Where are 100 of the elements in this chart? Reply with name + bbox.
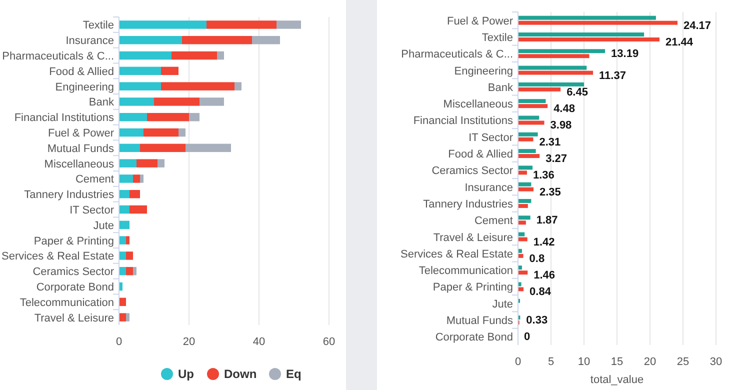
bar — [119, 205, 130, 214]
bar — [119, 298, 126, 306]
bar — [518, 54, 590, 58]
y-tick-label: Cement — [75, 174, 114, 186]
bar — [144, 128, 178, 137]
y-tick-label: Food & Allied — [49, 66, 114, 78]
bar — [119, 252, 126, 260]
x-tick-label: 5 — [548, 356, 554, 368]
y-tick-label: Tannery Industries — [423, 198, 514, 210]
data-label: 11.37 — [599, 70, 626, 82]
y-tick-label: Food & Allied — [448, 148, 513, 161]
bar — [182, 36, 252, 44]
bar — [518, 166, 533, 170]
y-tick-label: Pharmaceuticals & C... — [2, 50, 114, 62]
y-tick-label: Miscellaneous — [44, 158, 114, 170]
bar — [119, 220, 130, 230]
y-tick-label: Telecommunication — [418, 265, 513, 278]
bar — [130, 190, 140, 198]
data-label: 4.48 — [554, 103, 575, 116]
bar — [147, 112, 189, 122]
bar — [119, 112, 147, 122]
bar — [518, 204, 528, 208]
bar — [140, 174, 144, 183]
data-label: 24.17 — [684, 20, 712, 32]
bar — [518, 66, 587, 70]
x-tick-label: 0 — [116, 336, 122, 348]
bar — [130, 205, 147, 214]
data-label: 0.33 — [526, 314, 548, 327]
data-label: 21.44 — [666, 36, 694, 48]
bar — [178, 128, 186, 137]
bar — [518, 282, 522, 286]
y-tick-label: Fuel & Power — [446, 15, 514, 28]
bar — [518, 254, 524, 258]
bar — [119, 82, 161, 90]
bar — [518, 137, 534, 142]
bar — [119, 128, 144, 137]
bar — [518, 170, 527, 175]
y-tick-label: Tannery Industries — [24, 189, 114, 202]
y-tick-label: Engineering — [55, 81, 114, 94]
bar — [126, 236, 130, 244]
legend-label: Up — [178, 367, 194, 381]
y-tick-label: Bank — [488, 82, 514, 94]
bar — [518, 182, 532, 186]
bar — [276, 20, 301, 29]
data-label: 3.27 — [546, 153, 568, 166]
bar — [518, 16, 656, 20]
bar — [200, 98, 224, 106]
bar — [119, 51, 172, 60]
y-tick-label: Corporate Bond — [435, 332, 513, 344]
bar — [518, 116, 540, 120]
data-label: 1.46 — [534, 270, 556, 282]
y-tick-label: Pharmaceuticals & C... — [401, 48, 513, 61]
y-tick-label: Cement — [474, 215, 513, 228]
bar — [161, 82, 234, 90]
y-tick-label: Bank — [88, 96, 114, 109]
x-tick-label: 10 — [578, 356, 590, 368]
y-tick-label: Engineering — [454, 65, 513, 78]
x-tick-label: 30 — [710, 356, 722, 368]
data-label: 2.35 — [540, 186, 561, 198]
bar — [172, 51, 217, 60]
data-label: 6.45 — [566, 86, 588, 98]
y-tick-label: Financial Institutions — [413, 115, 514, 128]
bar — [119, 36, 182, 44]
y-tick-label: Services & Real Estate — [400, 248, 513, 260]
x-tick-label: 20 — [182, 336, 196, 348]
bar — [518, 237, 528, 242]
bar — [518, 32, 644, 36]
bar — [518, 132, 538, 136]
bar — [126, 252, 133, 260]
bar — [518, 104, 548, 108]
bar — [119, 66, 161, 76]
bar — [252, 36, 280, 44]
y-tick-label: Insurance — [66, 35, 114, 48]
bar — [119, 159, 136, 168]
bar — [126, 313, 130, 322]
bar — [133, 174, 140, 183]
x-tick-label: 15 — [610, 356, 624, 368]
bar — [518, 120, 544, 125]
bar — [186, 144, 231, 152]
bar — [518, 70, 594, 75]
bar — [119, 190, 130, 198]
y-tick-label: Services & Real Estate — [2, 250, 114, 263]
x-tick-label: 25 — [676, 356, 690, 368]
bar — [518, 232, 525, 236]
legend-label: Eq — [286, 367, 302, 381]
bar — [206, 20, 276, 29]
y-tick-label: Miscellaneous — [443, 98, 514, 111]
y-tick-label: Corporate Bond — [36, 282, 114, 294]
bar — [518, 220, 526, 225]
data-label: 3.98 — [550, 120, 572, 132]
bar — [119, 98, 154, 106]
bar — [161, 66, 178, 76]
y-tick-label: Paper & Printing — [34, 235, 114, 248]
bar — [518, 37, 660, 42]
bar — [119, 313, 126, 322]
y-tick-label: Fuel & Power — [48, 128, 114, 140]
bar — [518, 187, 534, 192]
y-tick-label: Travel & Leisure — [433, 232, 513, 244]
bar — [133, 266, 136, 276]
y-tick-label: IT Sector — [468, 132, 514, 144]
